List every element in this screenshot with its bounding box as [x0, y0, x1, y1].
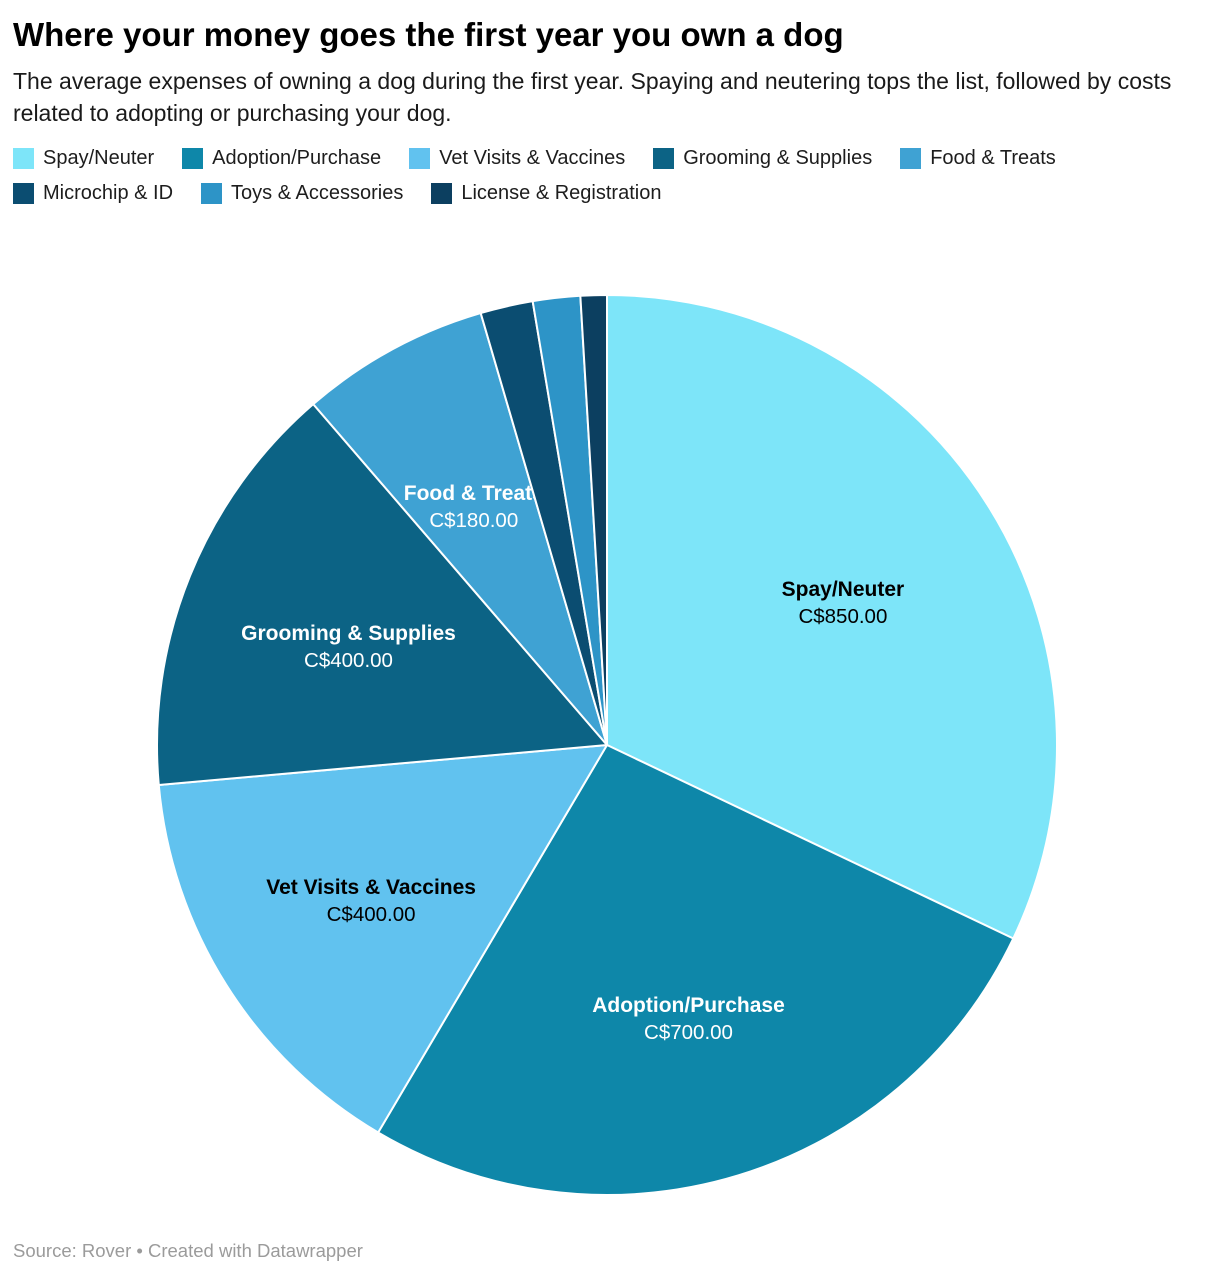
pie-slice-adoption-purchase[interactable]: [377, 744, 1015, 1196]
pie-slice-vet-visits-vaccines[interactable]: [157, 744, 608, 1134]
toys-accessories-legend-swatch: [201, 183, 223, 205]
legend-item-adoption-purchase: Adoption/Purchase: [182, 147, 381, 170]
source-attribution: Source: Rover • Created with Datawrapper: [13, 1240, 363, 1261]
legend-item-spay-neuter: Spay/Neuter: [13, 147, 154, 170]
legend-label: Spay/Neuter: [43, 147, 155, 170]
legend-item-vet-visits-vaccines: Vet Visits & Vaccines: [409, 147, 625, 170]
grooming-supplies-legend-swatch: [653, 148, 675, 170]
legend-item-license-registration: License & Registration: [431, 182, 661, 205]
legend-label: Grooming & Supplies: [683, 147, 873, 170]
microchip-id-legend-swatch: [13, 183, 34, 205]
legend-label: Food & Treats: [930, 147, 1056, 170]
pie-slice-license-registration[interactable]: [579, 294, 608, 746]
pie-label-food-treats: Food & Treats C$180.00: [404, 482, 544, 532]
legend-label: Adoption/Purchase: [212, 147, 382, 170]
legend-item-microchip-id: Microchip & ID: [13, 182, 173, 205]
pie-slice-food-treats[interactable]: [312, 312, 608, 746]
pie-slice-grooming-supplies[interactable]: [156, 403, 608, 786]
vet-visits-vaccines-legend-swatch: [409, 148, 431, 170]
food-treats-legend-swatch: [900, 148, 922, 170]
legend-label: Toys & Accessories: [231, 182, 404, 205]
legend-label: Vet Visits & Vaccines: [439, 147, 626, 170]
pie-chart-area: Spay/Neuter C$850.00 Adoption/Purchase C$70…: [0, 290, 1220, 1200]
legend-label: License & Registration: [461, 182, 662, 205]
legend-item-food-treats: Food & Treats: [900, 147, 1056, 170]
pie-label-spay-neuter: Spay/Neuter C$850.00: [782, 578, 905, 628]
page-title: Where your money goes the first year you…: [13, 16, 844, 53]
legend-label: Microchip & ID: [43, 182, 174, 205]
pie-label-vet-visits-vaccines: Vet Visits & Vaccines C$400.00: [266, 876, 476, 926]
legend: Spay/Neuter Adoption/Purchase Vet Visits &…: [0, 129, 1220, 205]
pie-slice-spay-neuter[interactable]: [606, 294, 1058, 940]
license-registration-legend-swatch: [431, 183, 453, 205]
legend-item-grooming-supplies: Grooming & Supplies: [653, 147, 872, 170]
legend-item-toys-accessories: Toys & Accessories: [201, 182, 403, 205]
pie-label-grooming-supplies: Grooming & Supplies C$400.00: [241, 622, 456, 672]
pie-label-adoption-purchase: Adoption/Purchase C$700.00: [592, 994, 785, 1044]
spay-neuter-legend-swatch: [13, 148, 34, 170]
chart-subtitle: The average expenses of owning a dog dur…: [13, 67, 1172, 126]
pie-chart: Spay/Neuter C$850.00 Adoption/Purchase C$70…: [156, 294, 1058, 1196]
adoption-purchase-legend-swatch: [182, 148, 204, 170]
